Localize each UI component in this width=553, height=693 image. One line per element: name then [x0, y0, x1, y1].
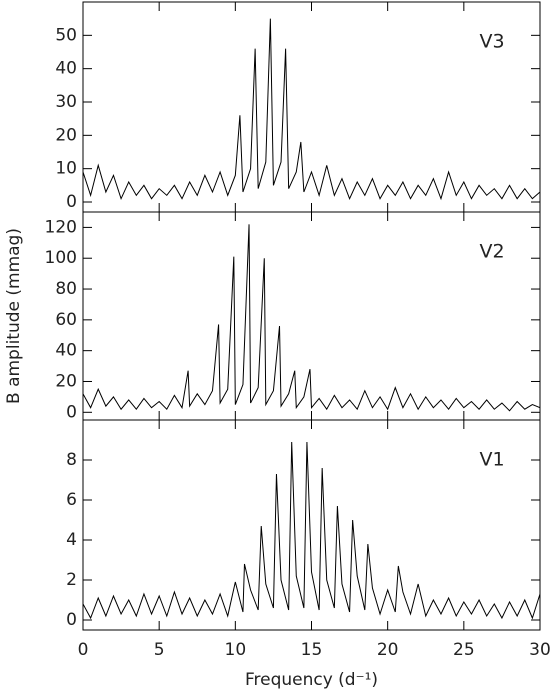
- spectrum-line: [83, 18, 540, 201]
- x-tick-label: 30: [529, 640, 551, 660]
- y-tick-label: 40: [55, 59, 77, 79]
- y-tick-label: 0: [66, 610, 77, 630]
- y-tick-label: 50: [55, 25, 77, 45]
- y-tick-label: 20: [55, 371, 77, 391]
- panel-label: V2: [479, 241, 504, 263]
- x-tick-label: 5: [154, 640, 165, 660]
- x-tick-label: 10: [225, 640, 247, 660]
- y-tick-label: 8: [66, 450, 77, 470]
- panel-label: V1: [479, 449, 504, 471]
- x-tick-label: 20: [377, 640, 399, 660]
- x-tick-label: 0: [78, 640, 89, 660]
- y-tick-label: 2: [66, 570, 77, 590]
- panel-frame: [82, 211, 541, 421]
- x-axis-label: Frequency (d⁻¹): [245, 670, 378, 690]
- panel-label: V3: [479, 31, 504, 53]
- panel-frame: [82, 1, 541, 213]
- y-tick-label: 4: [66, 530, 77, 550]
- y-tick-label: 30: [55, 92, 77, 112]
- y-tick-label: 40: [55, 341, 77, 361]
- y-tick-label: 20: [55, 125, 77, 145]
- y-tick-label: 120: [45, 217, 77, 237]
- y-tick-label: 80: [55, 279, 77, 299]
- y-tick-label: 100: [45, 248, 77, 268]
- y-axis-label: B amplitude (mmag): [4, 228, 24, 404]
- spectrum-line: [83, 441, 540, 620]
- y-tick-label: 6: [66, 490, 77, 510]
- spectrum-line: [83, 224, 540, 412]
- panel-frame: [82, 419, 541, 631]
- y-tick-label: 0: [66, 402, 77, 422]
- y-tick-label: 0: [66, 192, 77, 212]
- x-tick-label: 25: [453, 640, 475, 660]
- y-tick-label: 10: [55, 159, 77, 179]
- y-tick-label: 60: [55, 310, 77, 330]
- x-tick-label: 15: [301, 640, 323, 660]
